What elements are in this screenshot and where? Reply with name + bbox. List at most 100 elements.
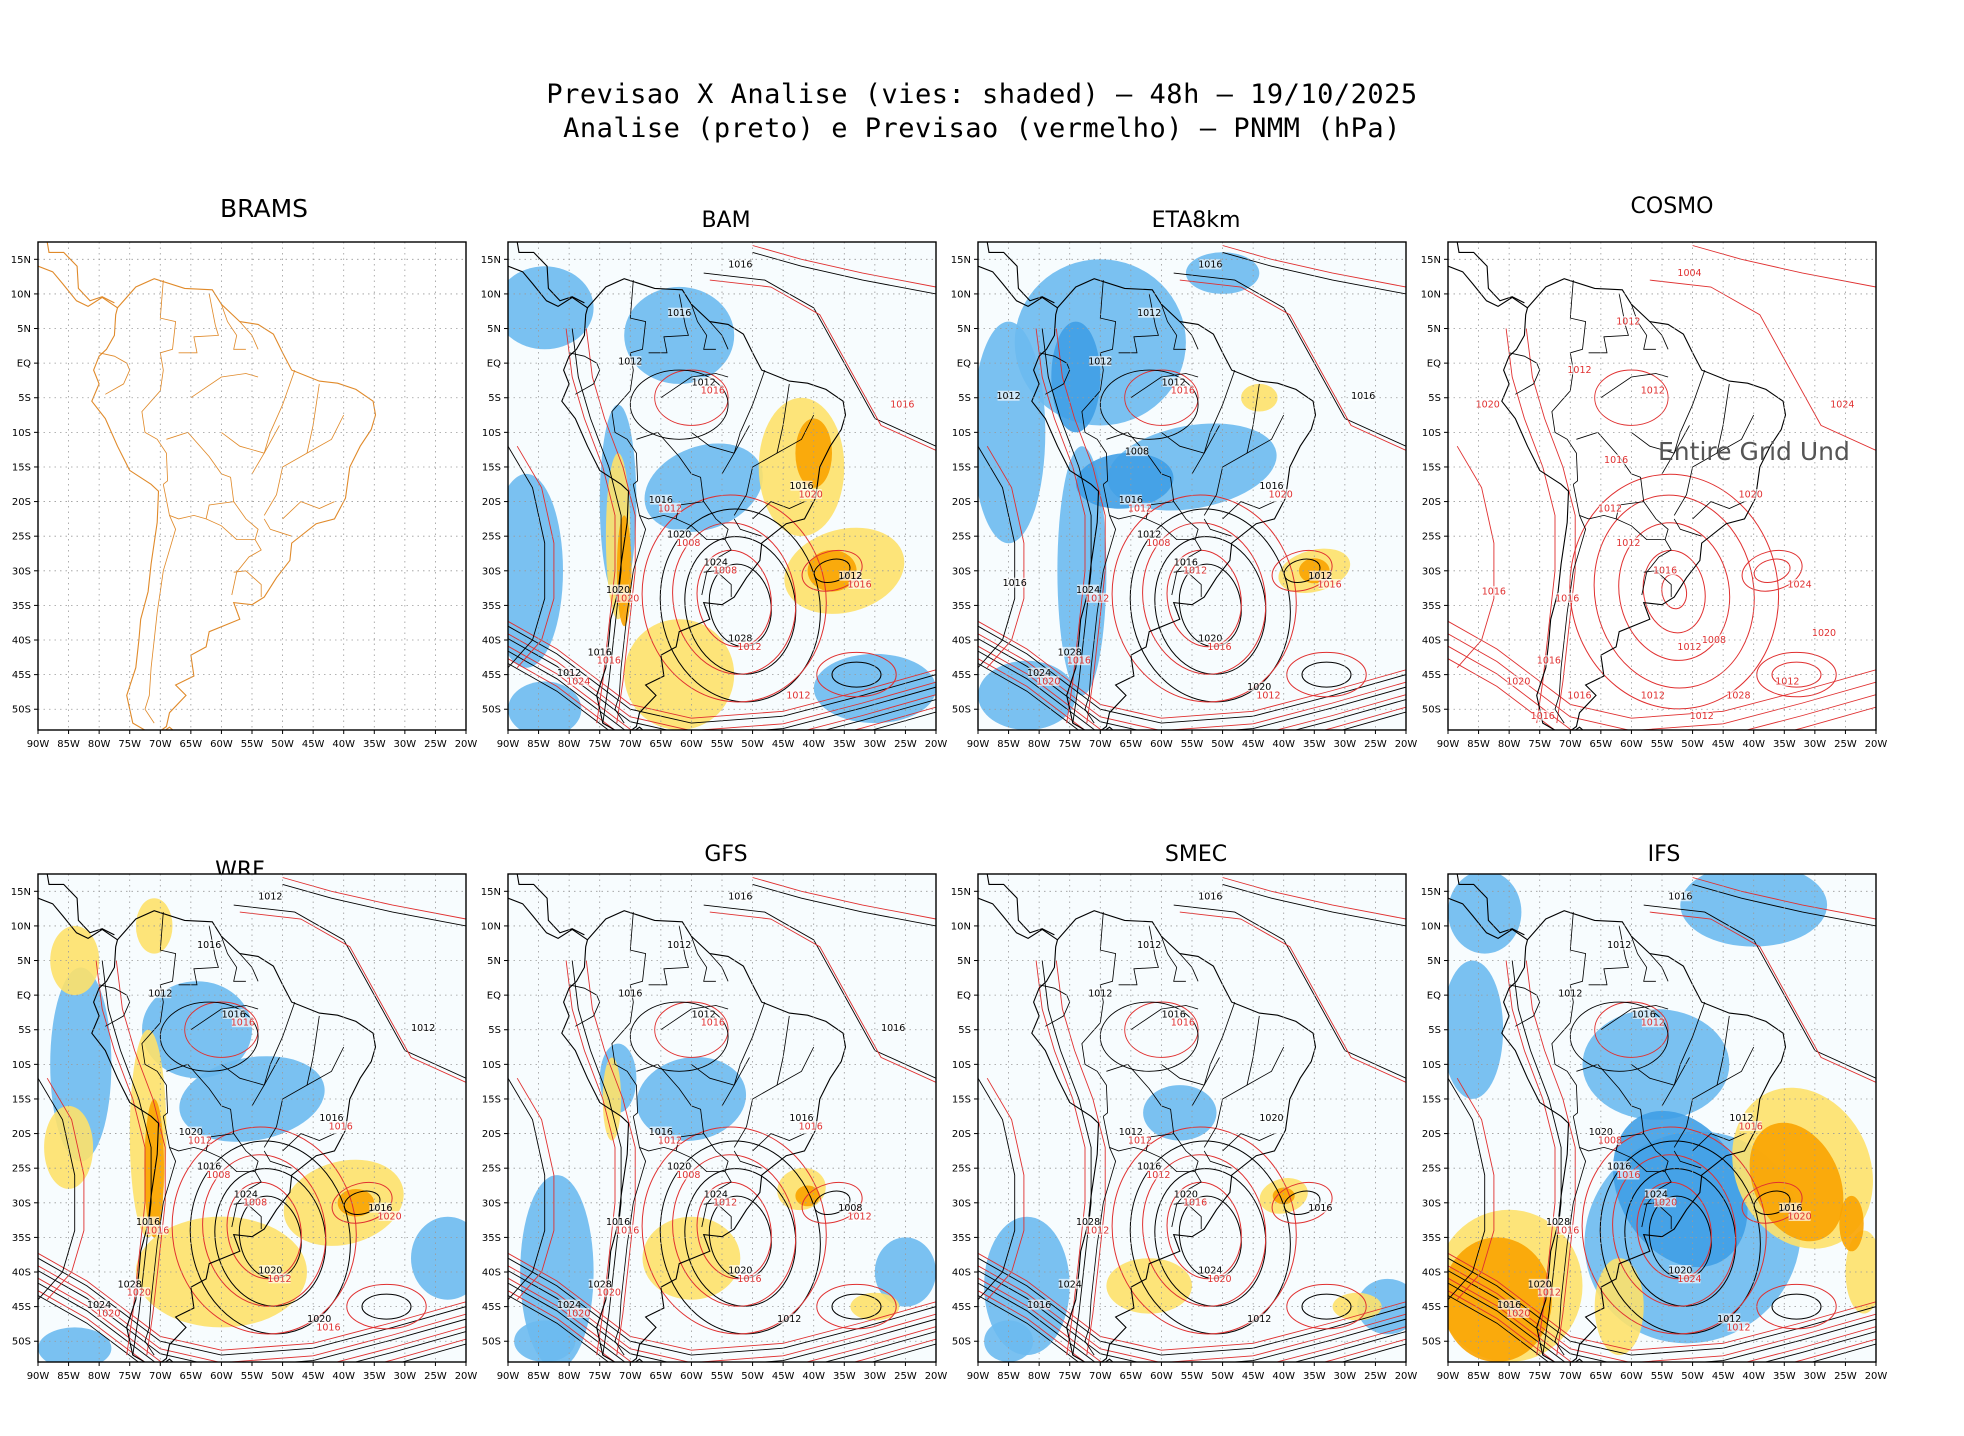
contour-label: 1020 [1812, 628, 1836, 639]
contour-label: 1016 [890, 400, 914, 411]
contour-label: 1016 [1531, 711, 1555, 722]
isobar-atlantic-low [1771, 1293, 1822, 1320]
country-border [1099, 280, 1117, 391]
country-border [141, 1022, 169, 1117]
contour-label-bg [619, 356, 642, 367]
contour-label: 1012 [847, 1212, 871, 1223]
contour-label: 1020 [1506, 1308, 1530, 1319]
coastline-caribbean [1456, 242, 1525, 304]
lat-tick-label: 25S [952, 532, 971, 543]
lon-tick-label: 40W [1272, 739, 1295, 750]
lat-tick-label: 30S [952, 566, 971, 577]
contour-label: 1016 [789, 1113, 813, 1124]
lon-tick-label: 80W [558, 739, 581, 750]
contour-label-bg [1058, 1278, 1081, 1289]
country-border [221, 1057, 280, 1086]
analysis-isobar-pacific [508, 445, 546, 668]
bias-shade [1051, 321, 1101, 433]
analysis-isobar-tropical [703, 272, 936, 447]
country-border [636, 431, 705, 519]
contour-label-bg [1171, 1017, 1194, 1028]
contour-label: 1008 [1598, 1135, 1622, 1146]
contour-label: 1024 [1830, 400, 1854, 411]
contour-label: 1004 [1677, 268, 1701, 279]
country-border [1106, 1063, 1175, 1151]
analysis-isobar-high [214, 1168, 327, 1307]
lat-tick-label: 10S [482, 428, 501, 439]
contour-label: 1012 [1641, 386, 1665, 397]
contour-label: 1012 [1137, 308, 1161, 319]
contour-label-bg [1779, 1202, 1802, 1213]
contour-label-bg [839, 1202, 862, 1213]
coastline [91, 278, 377, 730]
contour-label-bg [1129, 1134, 1152, 1145]
contour-label-bg [848, 1211, 871, 1222]
forecast-isobar-south [978, 1277, 1406, 1362]
contour-label: 1012 [1128, 503, 1152, 514]
analysis-isobar-tropical [1222, 883, 1406, 927]
lon-tick-label: 60W [210, 1371, 233, 1382]
analysis-isobar-pacific [508, 1077, 546, 1300]
country-border [1673, 518, 1702, 537]
coastline-central-america [1448, 265, 1528, 309]
map-content: 1016101210161012101610201024102010161028… [508, 874, 936, 1362]
contour-label: 1016 [1259, 481, 1283, 492]
lat-tick-label: 15N [11, 887, 31, 898]
map-panel-wrf: 1012101610121016102010161024102010161028… [11, 873, 477, 1382]
contour-label: 1028 [588, 1279, 612, 1290]
forecast-isobar-tropical [239, 911, 466, 1083]
contour-label-bg [1174, 1188, 1197, 1199]
lon-tick-label: 55W [1181, 1371, 1204, 1382]
lon-tick-label: 40W [1742, 1371, 1765, 1382]
contour-label: 1016 [1632, 1009, 1656, 1020]
country-border [159, 912, 177, 1023]
lon-tick-label: 50W [1681, 1371, 1704, 1382]
coastline-central-america [508, 897, 588, 941]
lon-tick-label: 35W [833, 1371, 856, 1382]
country-border [1631, 1057, 1690, 1086]
bias-shade [1448, 874, 1522, 954]
lon-tick-label: 80W [1028, 1371, 1051, 1382]
lat-tick-label: 50S [12, 1337, 31, 1348]
contour-label: 1012 [618, 357, 642, 368]
country-border [1039, 352, 1071, 395]
lat-tick-label: 20S [12, 1129, 31, 1140]
contour-label: 1012 [1598, 503, 1622, 514]
lon-tick-label: 50W [1211, 739, 1234, 750]
lon-tick-label: 35W [363, 1371, 386, 1382]
bias-shade [1332, 1292, 1382, 1321]
lon-tick-label: 20W [1395, 1371, 1418, 1382]
contour-label: 1016 [316, 1322, 340, 1333]
lon-tick-label: 40W [1742, 739, 1765, 750]
lat-tick-label: 45S [12, 670, 31, 681]
lon-tick-label: 40W [802, 739, 825, 750]
contour-label: 1012 [658, 503, 682, 514]
lat-tick-label: 40S [482, 1268, 501, 1279]
contour-label: 1020 [1787, 1212, 1811, 1223]
contour-label-bg [567, 675, 590, 686]
contour-label-bg [1174, 556, 1197, 567]
contour-label: 1016 [597, 656, 621, 667]
lon-tick-label: 80W [1498, 1371, 1521, 1382]
contour-label: 1016 [1183, 1198, 1207, 1209]
coastline [561, 278, 847, 730]
contour-label-bg [137, 1216, 160, 1227]
contour-label-bg [714, 565, 737, 576]
contour-label-bg [244, 1197, 267, 1208]
lon-tick-label: 40W [1272, 1371, 1295, 1382]
country-border [1203, 518, 1232, 537]
country-border [144, 1147, 177, 1356]
map-background [1448, 242, 1876, 730]
contour-label-bg [1678, 267, 1701, 278]
contour-label: 1012 [786, 690, 810, 701]
lon-tick-label: 45W [1712, 739, 1735, 750]
contour-label-bg [1599, 1134, 1622, 1145]
lat-tick-label: 20S [952, 1129, 971, 1140]
lon-tick-label: 55W [241, 1371, 264, 1382]
country-border [1673, 1046, 1755, 1148]
lat-tick-label: 5N [17, 956, 31, 967]
lon-tick-label: 70W [1559, 739, 1582, 750]
lon-tick-label: 90W [27, 739, 50, 750]
country-border [1081, 1022, 1109, 1117]
country-border [282, 1133, 335, 1152]
